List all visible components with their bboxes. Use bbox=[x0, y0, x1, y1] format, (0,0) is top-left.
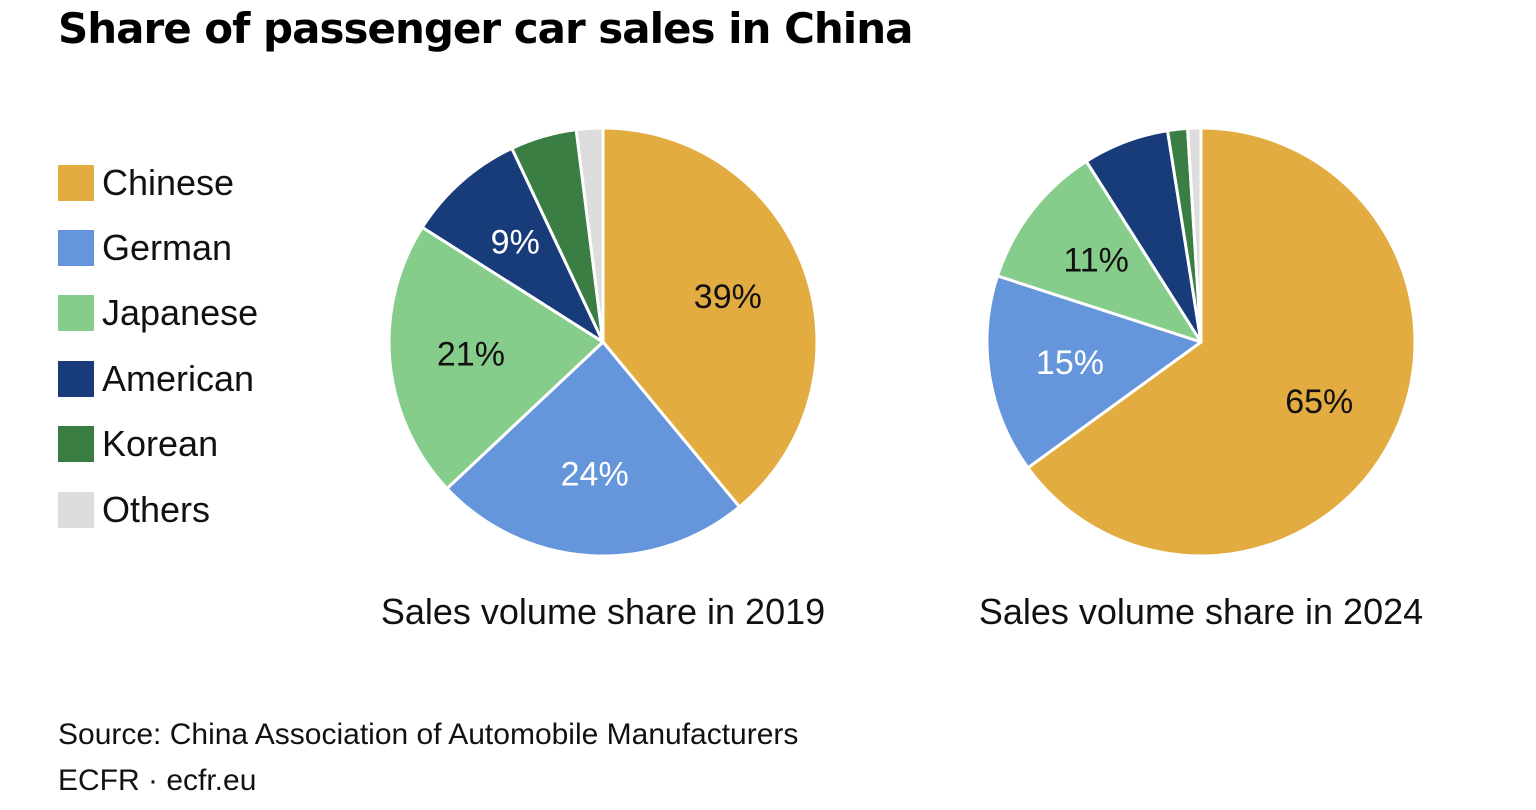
legend-swatch-korean bbox=[58, 426, 94, 463]
pie-slice-japanese bbox=[387, 225, 605, 490]
data-label-chinese: 39% bbox=[694, 278, 762, 316]
legend-item-korean: Korean bbox=[58, 412, 258, 477]
data-label-chinese: 65% bbox=[1285, 383, 1353, 421]
legend-label: Japanese bbox=[102, 292, 259, 334]
pie-slice-german bbox=[985, 274, 1203, 470]
legend-item-german: German bbox=[58, 215, 258, 280]
legend-item-american: American bbox=[58, 346, 258, 411]
legend-swatch-others bbox=[58, 491, 94, 528]
legend-item-others: Others bbox=[58, 477, 258, 542]
data-label-german: 15% bbox=[1036, 344, 1104, 382]
legend-label: Chinese bbox=[102, 161, 235, 203]
pie-slice-chinese bbox=[601, 126, 819, 509]
legend-swatch-japanese bbox=[58, 295, 94, 332]
data-label-japanese: 11% bbox=[1063, 242, 1129, 280]
legend-swatch-chinese bbox=[58, 164, 94, 201]
pie-slice-chinese bbox=[1026, 126, 1417, 558]
pie-chart-1: 39% 24% 21% 9% Sales volume share in 2019 bbox=[381, 126, 825, 632]
pie-charts: 39% 24% 21% 9% Sales volume share in 2019 65%… bbox=[381, 126, 1423, 632]
data-label-japanese: 21% bbox=[437, 335, 505, 373]
pie-caption: Sales volume share in 2019 bbox=[381, 591, 825, 632]
pie-slice-others bbox=[574, 126, 605, 344]
pie-slice-others bbox=[1186, 126, 1203, 344]
legend-swatch-german bbox=[58, 230, 94, 267]
chart-title: Share of passenger car sales in China bbox=[58, 4, 913, 53]
legend-label: Korean bbox=[102, 423, 219, 465]
legend-item-japanese: Japanese bbox=[58, 281, 258, 346]
pie-slice-american bbox=[420, 146, 605, 344]
legend-label: German bbox=[102, 227, 233, 269]
pie-slice-german bbox=[445, 340, 741, 558]
pie-caption: Sales volume share in 2024 bbox=[979, 591, 1423, 632]
pie-chart-2: 65% 15% 11% Sales volume share in 2024 bbox=[979, 126, 1423, 632]
source-note: Source: China Association of Automobile … bbox=[58, 718, 799, 751]
legend: Chinese German Japanese American Korean Other… bbox=[58, 150, 258, 542]
legend-label: American bbox=[102, 357, 255, 399]
data-label-german: 24% bbox=[561, 455, 629, 493]
data-label-american: 9% bbox=[491, 223, 540, 261]
legend-swatch-american bbox=[58, 360, 94, 397]
legend-item-chinese: Chinese bbox=[58, 150, 258, 215]
credit-note: ECFR · ecfr.eu bbox=[58, 764, 257, 797]
legend-label: Others bbox=[102, 488, 211, 530]
pie-slice-japanese bbox=[995, 159, 1203, 344]
